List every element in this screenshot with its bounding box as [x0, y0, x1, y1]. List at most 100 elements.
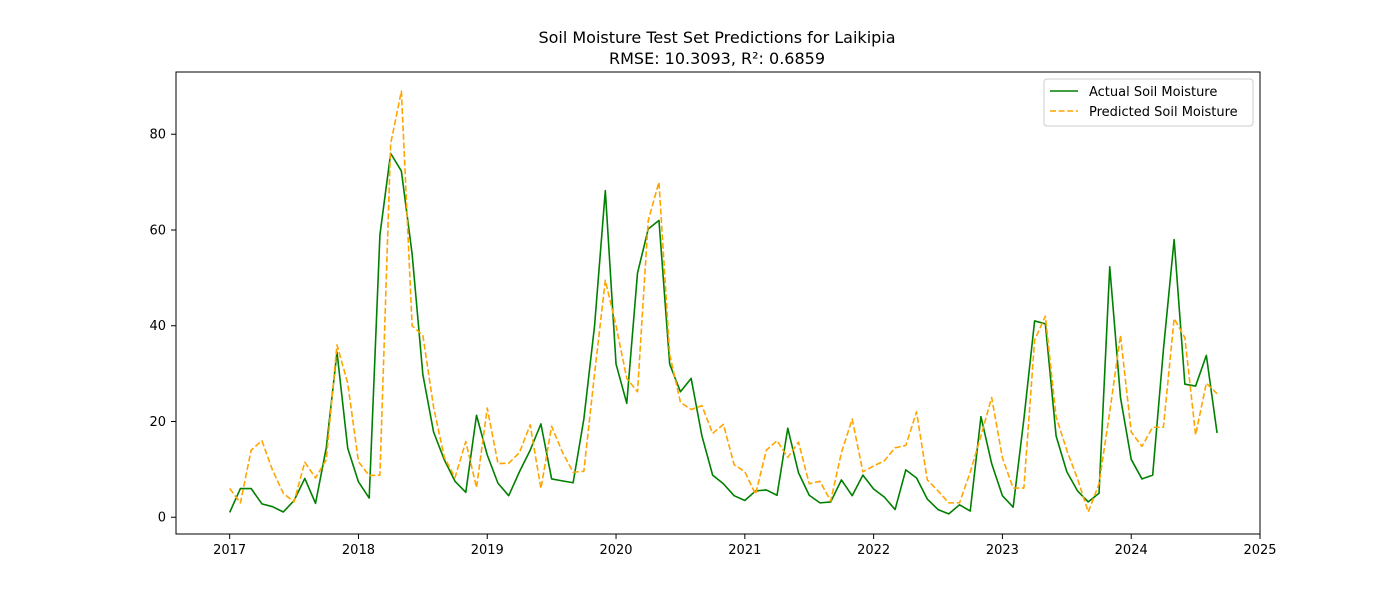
data-point [325, 459, 327, 461]
x-tick-label: 2024 [1115, 543, 1148, 558]
data-point [562, 480, 564, 482]
data-point [1120, 335, 1122, 337]
data-point [594, 325, 596, 327]
series-line-predicted-soil-moisture [229, 90, 1218, 513]
data-point [433, 406, 435, 408]
data-point [787, 427, 789, 429]
data-point [497, 482, 499, 484]
data-point [1045, 315, 1047, 317]
data-point [851, 495, 853, 497]
series-points-actual-soil-moisture [229, 153, 1218, 515]
data-point [1098, 493, 1100, 495]
data-point [1002, 495, 1004, 497]
data-point [798, 472, 800, 474]
chart-title: Soil Moisture Test Set Predictions for L… [538, 28, 895, 47]
data-point [283, 511, 285, 513]
x-tick-label: 2020 [599, 543, 632, 558]
data-point [261, 440, 263, 442]
data-point [701, 435, 703, 437]
data-point [358, 481, 360, 483]
data-point [647, 220, 649, 222]
series-layer [228, 90, 1218, 515]
data-point [690, 409, 692, 411]
data-point [766, 489, 768, 491]
data-point [787, 457, 789, 459]
data-point [1130, 459, 1132, 461]
data-point [744, 471, 746, 473]
data-point [969, 510, 971, 512]
data-point [293, 501, 295, 503]
data-point [583, 470, 585, 472]
data-point [583, 418, 585, 420]
data-point [454, 481, 456, 483]
data-point [390, 143, 392, 145]
data-point [1077, 478, 1079, 480]
y-tick-label: 60 [149, 223, 166, 238]
data-point [379, 234, 381, 236]
legend-label-predicted: Predicted Soil Moisture [1089, 105, 1238, 120]
data-point [937, 490, 939, 492]
data-point [1216, 432, 1218, 434]
plot-frame [175, 71, 1261, 535]
x-tick-label: 2017 [213, 543, 246, 558]
y-tick-label: 40 [149, 319, 166, 334]
y-axis: 0 20 40 60 80 [149, 128, 176, 526]
data-point [680, 402, 682, 404]
data-point [454, 477, 456, 479]
data-point [841, 452, 843, 454]
data-point [1098, 483, 1100, 485]
data-point [1066, 449, 1068, 451]
data-point [1130, 431, 1132, 433]
data-point [690, 378, 692, 380]
data-point [669, 363, 671, 365]
legend-box [1043, 78, 1254, 127]
data-point [422, 374, 424, 376]
data-point [733, 464, 735, 466]
data-point [755, 493, 757, 495]
data-point [605, 279, 607, 281]
data-point [519, 471, 521, 473]
data-point [808, 483, 810, 485]
x-tick-label: 2019 [471, 543, 504, 558]
legend: Actual Soil Moisture Predicted Soil Mois… [1043, 78, 1254, 127]
data-point [1195, 385, 1197, 387]
x-tick-label: 2021 [728, 543, 761, 558]
data-point [250, 488, 252, 490]
data-point [605, 190, 607, 192]
y-tick-label: 80 [149, 128, 166, 143]
data-point [766, 449, 768, 451]
data-point [926, 498, 928, 500]
data-point [959, 502, 961, 504]
data-point [884, 460, 886, 462]
data-point [980, 416, 982, 418]
data-point [884, 496, 886, 498]
data-point [819, 502, 821, 504]
data-point [626, 403, 628, 405]
data-point [723, 483, 725, 485]
data-point [712, 433, 714, 435]
data-point [1023, 418, 1025, 420]
data-point [572, 482, 574, 484]
data-point [948, 502, 950, 504]
data-point [1077, 490, 1079, 492]
data-point [948, 513, 950, 515]
data-point [1184, 383, 1186, 385]
x-tick-label: 2025 [1243, 543, 1276, 558]
data-point [1206, 355, 1208, 357]
data-point [851, 418, 853, 420]
data-point [465, 492, 467, 494]
data-point [1055, 435, 1057, 437]
series-line-actual-soil-moisture [228, 152, 1218, 515]
data-point [347, 448, 349, 450]
x-tick-label: 2018 [342, 543, 375, 558]
data-point [991, 463, 993, 465]
data-point [336, 344, 338, 346]
x-axis: 2017 2018 2019 2020 2021 2022 2023 2024 2025 [213, 534, 1277, 558]
data-point [422, 335, 424, 337]
data-point [486, 454, 488, 456]
data-point [551, 425, 553, 427]
data-point [873, 465, 875, 467]
data-point [476, 487, 478, 489]
data-point [368, 475, 370, 477]
data-point [959, 504, 961, 506]
